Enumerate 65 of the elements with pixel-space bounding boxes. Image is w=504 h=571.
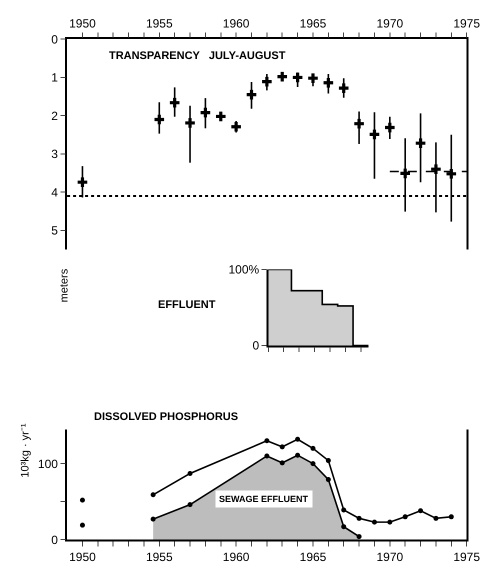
x-tick-label: 1950 — [69, 16, 96, 31]
point — [433, 516, 438, 521]
point — [216, 112, 226, 122]
point — [200, 108, 210, 118]
point — [326, 458, 331, 464]
point — [387, 520, 392, 525]
point — [418, 508, 424, 514]
y-tick-label: 100 — [38, 456, 58, 471]
point — [372, 520, 377, 525]
point — [80, 498, 85, 503]
point — [448, 514, 454, 520]
point — [341, 507, 346, 512]
point — [150, 492, 156, 498]
text: TRANSPARENCY JULY-AUGUST — [109, 50, 286, 62]
point — [154, 114, 164, 124]
x-tick-label: 1955 — [146, 16, 173, 31]
x-tick-label: 1970 — [376, 16, 404, 31]
point — [170, 98, 180, 108]
x-tick-label: 1975 — [453, 16, 480, 31]
y-tick-label: 0 — [51, 32, 58, 46]
x-tick-label: 1965 — [300, 16, 327, 31]
chart-title: DISSOLVED PHOSPHORUS — [94, 411, 238, 423]
point — [310, 446, 316, 451]
point — [80, 522, 85, 528]
x-tick-label: 1950 — [69, 550, 96, 564]
y-tick-label: 0 — [51, 532, 58, 547]
point — [308, 73, 318, 83]
annotation: SEWAGE EFFLUENT — [219, 494, 309, 504]
x-tick-label: 1960 — [222, 550, 250, 564]
point — [185, 118, 195, 128]
x-tick-label: 1975 — [453, 550, 480, 564]
y-tick-label: 0 — [252, 338, 260, 353]
point — [324, 78, 334, 88]
y-tick-label: 5 — [51, 224, 58, 238]
point — [385, 122, 395, 132]
point — [400, 168, 410, 178]
y-tick-label: 4 — [51, 185, 58, 200]
point — [277, 72, 288, 82]
point — [416, 138, 426, 148]
point — [338, 83, 349, 93]
point — [292, 72, 302, 82]
y-axis-title: meters — [58, 268, 70, 302]
x-tick-label: 1960 — [222, 16, 250, 31]
point — [78, 177, 88, 187]
x-tick-label: 1965 — [300, 550, 327, 564]
point — [264, 438, 270, 444]
point — [354, 118, 364, 128]
y-tick-label: 2 — [51, 108, 58, 123]
point — [188, 470, 193, 476]
point — [246, 90, 256, 100]
y-tick-label: 3 — [51, 147, 58, 162]
point — [280, 444, 285, 450]
y-tick-label: 100% — [228, 262, 260, 277]
x-tick-label: 1955 — [146, 550, 173, 564]
point — [370, 130, 380, 140]
text: EFFLUENT — [158, 299, 216, 311]
y-tick-label: 1 — [51, 70, 58, 85]
point — [262, 76, 272, 86]
point — [431, 164, 441, 174]
point — [356, 516, 362, 521]
point — [402, 514, 408, 520]
y-axis-title: 10³kg · yr⁻¹ — [19, 423, 32, 478]
point — [295, 436, 300, 442]
x-tick-label: 1970 — [376, 550, 404, 564]
point — [231, 122, 241, 132]
